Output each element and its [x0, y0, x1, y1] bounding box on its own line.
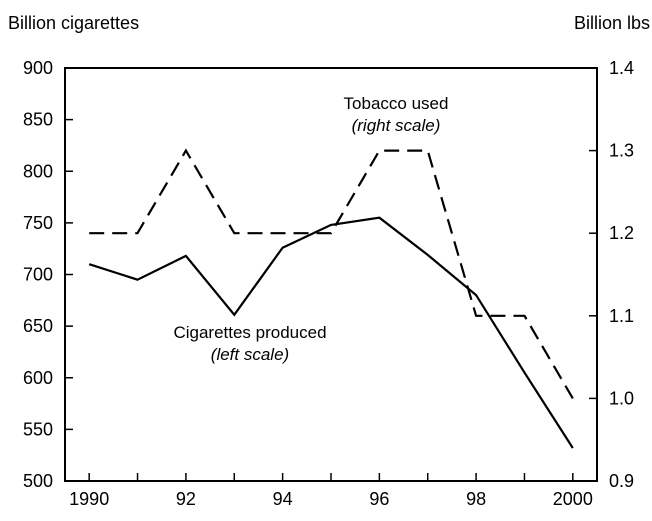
series	[88, 148, 574, 449]
left-axis-title: Billion cigarettes	[8, 13, 139, 33]
annotation-tobacco-scale: (right scale)	[352, 116, 441, 135]
axes	[64, 67, 598, 482]
series-line-cigarettes	[88, 216, 574, 449]
left-tick-label: 600	[23, 368, 53, 388]
x-tick-label: 96	[369, 489, 389, 509]
left-tick-label: 650	[23, 316, 53, 336]
ticks: 500 550 600 650 700 750 800 850 900 0.9 1.0 1.1 1.2 1…	[23, 58, 634, 509]
plot-frame	[64, 67, 598, 482]
series-line-tobacco	[89, 148, 574, 399]
left-tick-label: 700	[23, 265, 53, 285]
x-tick-label: 98	[466, 489, 486, 509]
left-tick-label: 850	[23, 110, 53, 130]
left-tick-label: 900	[23, 58, 53, 78]
annotation-cigarettes-scale: (left scale)	[211, 345, 289, 364]
right-tick-label: 1.0	[609, 388, 634, 408]
left-tick-label: 750	[23, 213, 53, 233]
left-tick-label: 800	[23, 161, 53, 181]
left-tick-label: 550	[23, 419, 53, 439]
x-tick-label: 94	[273, 489, 293, 509]
right-tick-label: 1.4	[609, 58, 634, 78]
annotation-cigarettes-name: Cigarettes produced	[173, 323, 326, 342]
x-tick-label: 1990	[69, 489, 109, 509]
x-tick-label: 92	[176, 489, 196, 509]
right-tick-label: 1.2	[609, 223, 634, 243]
right-axis-title: Billion lbs	[574, 13, 650, 33]
right-tick-label: 0.9	[609, 471, 634, 491]
annotation-tobacco-name: Tobacco used	[344, 94, 449, 113]
right-tick-label: 1.1	[609, 306, 634, 326]
left-tick-label: 500	[23, 471, 53, 491]
right-tick-label: 1.3	[609, 141, 634, 161]
x-tick-label: 2000	[553, 489, 593, 509]
